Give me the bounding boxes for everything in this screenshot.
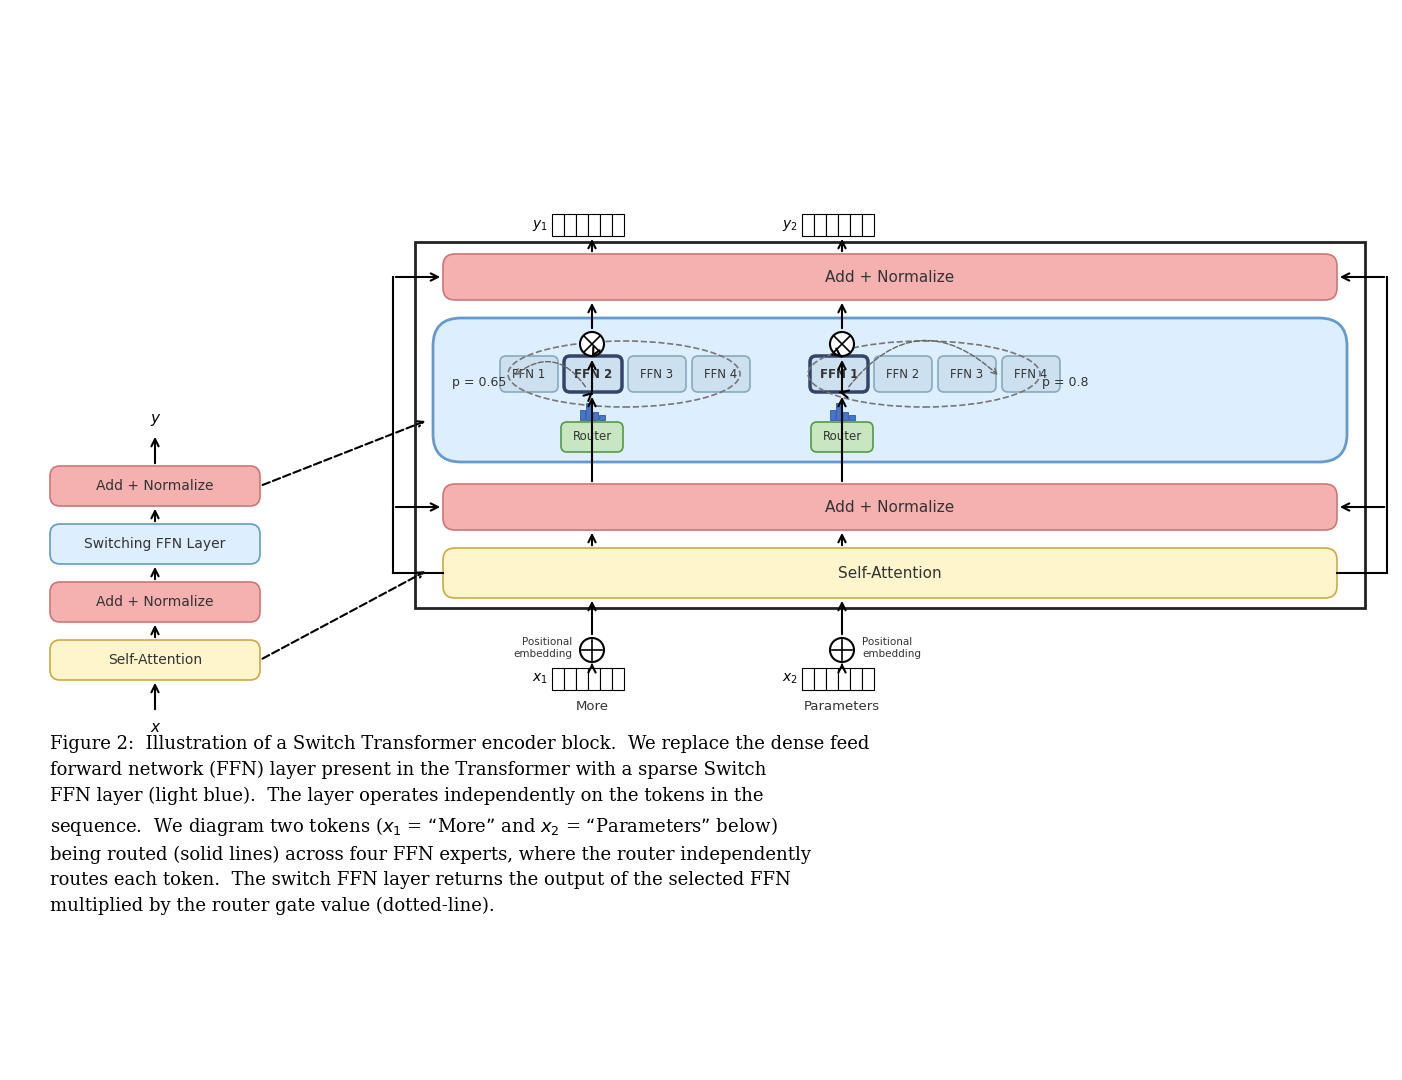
Bar bbox=[838, 214, 850, 237]
FancyBboxPatch shape bbox=[810, 356, 868, 392]
Text: Self-Attention: Self-Attention bbox=[838, 566, 942, 581]
Text: Add + Normalize: Add + Normalize bbox=[97, 480, 213, 492]
Text: FFN 4: FFN 4 bbox=[704, 367, 737, 380]
Circle shape bbox=[830, 638, 854, 662]
Text: FFN 1: FFN 1 bbox=[512, 367, 545, 380]
Bar bbox=[613, 214, 624, 237]
Text: x: x bbox=[150, 720, 160, 735]
Bar bbox=[599, 415, 604, 420]
Text: $x_1$: $x_1$ bbox=[533, 672, 548, 686]
Text: FFN 2: FFN 2 bbox=[573, 367, 613, 380]
Bar bbox=[826, 669, 838, 690]
Bar bbox=[850, 669, 862, 690]
FancyArrowPatch shape bbox=[516, 362, 586, 387]
Text: FFN 1: FFN 1 bbox=[820, 367, 858, 380]
FancyBboxPatch shape bbox=[50, 465, 259, 507]
Circle shape bbox=[580, 332, 604, 356]
Bar bbox=[564, 214, 576, 237]
Bar bbox=[587, 214, 600, 237]
Bar bbox=[802, 669, 815, 690]
Text: FFN 3: FFN 3 bbox=[641, 367, 673, 380]
Bar bbox=[600, 214, 613, 237]
Text: Positional
embedding: Positional embedding bbox=[862, 637, 921, 659]
Text: Switching FFN Layer: Switching FFN Layer bbox=[84, 537, 226, 551]
Bar bbox=[552, 669, 564, 690]
Text: $x_2$: $x_2$ bbox=[782, 672, 798, 686]
Bar bbox=[576, 214, 587, 237]
FancyBboxPatch shape bbox=[50, 524, 259, 564]
FancyBboxPatch shape bbox=[501, 356, 558, 392]
FancyBboxPatch shape bbox=[443, 548, 1338, 598]
Text: p = 0.65: p = 0.65 bbox=[451, 376, 506, 389]
Bar bbox=[576, 669, 587, 690]
Bar bbox=[836, 403, 841, 420]
Circle shape bbox=[580, 638, 604, 662]
Text: Add + Normalize: Add + Normalize bbox=[826, 499, 955, 514]
Bar bbox=[586, 403, 592, 420]
Bar bbox=[862, 669, 873, 690]
FancyBboxPatch shape bbox=[1002, 356, 1060, 392]
Bar bbox=[838, 669, 850, 690]
Text: Figure 2:  Illustration of a Switch Transformer encoder block.  We replace the d: Figure 2: Illustration of a Switch Trans… bbox=[50, 735, 869, 916]
FancyBboxPatch shape bbox=[443, 254, 1338, 300]
Text: Self-Attention: Self-Attention bbox=[108, 653, 202, 667]
Bar bbox=[587, 669, 600, 690]
FancyBboxPatch shape bbox=[433, 318, 1347, 462]
Bar bbox=[415, 242, 1366, 608]
FancyBboxPatch shape bbox=[50, 582, 259, 622]
FancyBboxPatch shape bbox=[564, 356, 622, 392]
Text: Router: Router bbox=[823, 431, 862, 444]
FancyArrowPatch shape bbox=[848, 340, 997, 387]
FancyBboxPatch shape bbox=[938, 356, 995, 392]
Text: More: More bbox=[575, 700, 608, 713]
Text: $y_2$: $y_2$ bbox=[782, 217, 798, 232]
Bar bbox=[593, 411, 599, 420]
Text: p = 0.8: p = 0.8 bbox=[1042, 376, 1088, 389]
FancyBboxPatch shape bbox=[628, 356, 686, 392]
FancyBboxPatch shape bbox=[50, 640, 259, 680]
Bar bbox=[826, 214, 838, 237]
FancyBboxPatch shape bbox=[443, 484, 1338, 530]
FancyBboxPatch shape bbox=[561, 422, 622, 453]
Text: $y_1$: $y_1$ bbox=[533, 217, 548, 232]
FancyBboxPatch shape bbox=[873, 356, 932, 392]
Bar bbox=[552, 214, 564, 237]
Text: Add + Normalize: Add + Normalize bbox=[826, 270, 955, 284]
Text: FFN 2: FFN 2 bbox=[886, 367, 920, 380]
Text: Parameters: Parameters bbox=[803, 700, 880, 713]
Bar bbox=[802, 214, 815, 237]
Text: Router: Router bbox=[572, 431, 611, 444]
Bar bbox=[850, 214, 862, 237]
FancyBboxPatch shape bbox=[693, 356, 750, 392]
Bar bbox=[579, 410, 585, 420]
Bar bbox=[600, 669, 613, 690]
Bar bbox=[850, 415, 854, 420]
Bar bbox=[815, 669, 826, 690]
FancyBboxPatch shape bbox=[810, 422, 873, 453]
Text: y: y bbox=[150, 411, 160, 426]
Bar bbox=[815, 214, 826, 237]
Bar bbox=[613, 669, 624, 690]
Text: Positional
embedding: Positional embedding bbox=[513, 637, 572, 659]
Text: FFN 3: FFN 3 bbox=[951, 367, 984, 380]
Text: Add + Normalize: Add + Normalize bbox=[97, 595, 213, 609]
Bar bbox=[843, 411, 848, 420]
Bar bbox=[862, 214, 873, 237]
Circle shape bbox=[830, 332, 854, 356]
Text: FFN 4: FFN 4 bbox=[1015, 367, 1047, 380]
Bar bbox=[564, 669, 576, 690]
Bar bbox=[830, 410, 836, 420]
